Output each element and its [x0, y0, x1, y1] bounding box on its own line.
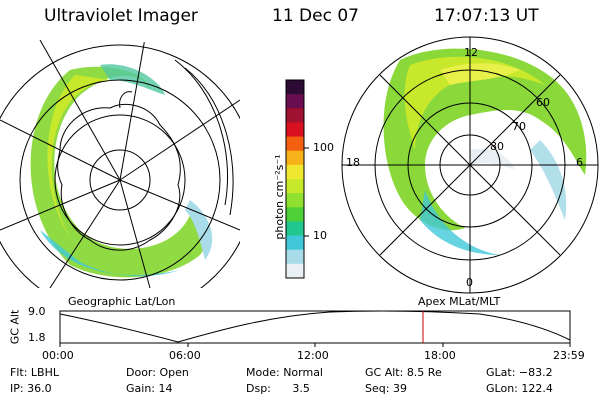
colorbar-segment	[286, 263, 304, 279]
altitude-xtick-0000: 00:00	[42, 349, 74, 362]
colorbar-segment	[286, 193, 304, 208]
colorbar-segment	[286, 80, 304, 95]
colorbar-segment	[286, 221, 304, 237]
colorbar-unit-label: photon cm⁻²s⁻¹	[273, 154, 286, 240]
status-seq: Seq: 39	[365, 382, 407, 395]
colorbar-segment	[286, 179, 304, 194]
status-glat: GLat: −83.2	[486, 366, 553, 379]
colorbar-segment	[286, 136, 304, 152]
colorbar-tick-10: 10	[313, 229, 327, 242]
colorbar-segment	[286, 164, 304, 180]
altitude-xtick-1200: 12:00	[297, 349, 329, 362]
altitude-xtick-1800: 18:00	[424, 349, 456, 362]
mlt-label-0: 0	[466, 276, 473, 289]
mlt-label-12: 12	[464, 46, 478, 59]
geographic-caption: Geographic Lat/Lon	[68, 295, 176, 308]
instrument-title: Ultraviolet Imager	[44, 6, 198, 26]
status-gain: Gain: 14	[126, 382, 173, 395]
status-door: Door: Open	[126, 366, 189, 379]
colorbar-tick-100: 100	[313, 141, 334, 154]
mlt-label-6: 6	[576, 156, 583, 169]
altitude-ylabel: GC Alt	[8, 309, 22, 345]
altitude-ytick-9: 9.0	[28, 305, 46, 318]
status-mode: Mode: Normal	[246, 366, 323, 379]
colorbar	[286, 80, 304, 279]
status-gcalt: GC Alt: 8.5 Re	[365, 366, 442, 379]
colorbar-segment	[286, 94, 304, 109]
status-ip: IP: 36.0	[10, 382, 52, 395]
colorbar-segment	[286, 150, 304, 166]
colorbar-segment	[286, 249, 304, 265]
altitude-ytick-1-8: 1.8	[28, 331, 46, 344]
mlat-label-60: 60	[536, 96, 550, 109]
status-glon: GLon: 122.4	[486, 382, 553, 395]
altitude-xtick-0600: 06:00	[169, 349, 201, 362]
colorbar-segment	[286, 122, 304, 138]
colorbar-segment	[286, 108, 304, 123]
mlat-label-70: 70	[512, 120, 526, 133]
mlat-label-80: 80	[490, 140, 504, 153]
altitude-xtick-2359: 23:59	[553, 349, 585, 362]
status-dsp: Dsp: 3.5	[246, 382, 310, 395]
observation-time: 17:07:13 UT	[434, 6, 539, 26]
observation-date: 11 Dec 07	[272, 6, 359, 26]
colorbar-segment	[286, 235, 304, 251]
colorbar-segment	[286, 207, 304, 222]
status-flt: Flt: LBHL	[10, 366, 59, 379]
mlt-label-18: 18	[346, 156, 360, 169]
magnetic-caption: Apex MLat/MLT	[418, 295, 501, 308]
